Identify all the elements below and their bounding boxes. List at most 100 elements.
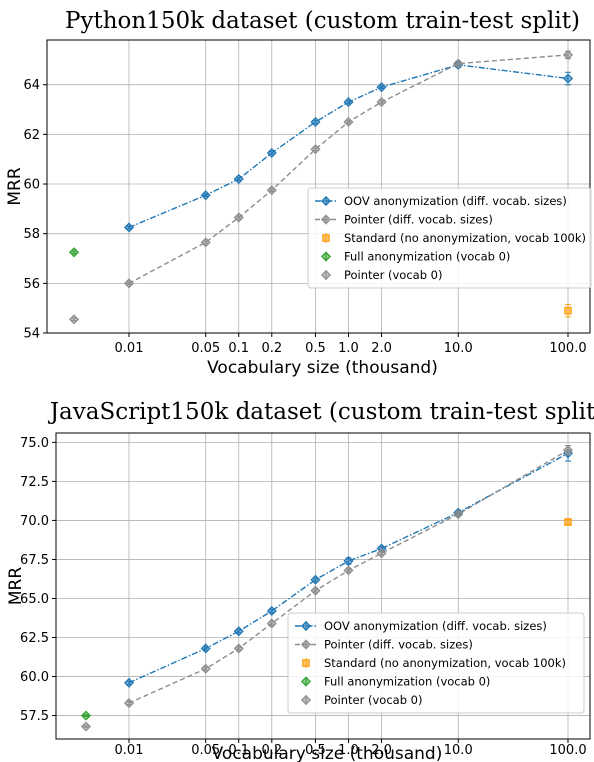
data-point [453,58,464,69]
data-point [310,144,321,155]
data-point [562,445,574,456]
plot-frame [46,39,591,334]
data-point [123,222,135,233]
series-pointer0 [80,721,92,732]
legend-item-oov: OOV anonymization (diff. vocab. sizes) [295,619,547,633]
data-point [266,147,277,159]
series-line [128,54,569,284]
x-tick-label: 2.0 [371,341,392,356]
legend: OOV anonymization (diff. vocab. sizes) Po… [307,187,592,289]
x-axis-label: Vocabulary size (thousand) [207,358,438,378]
data-point [233,626,244,637]
data-point [233,212,244,223]
y-axis-label: MRR [6,567,26,605]
legend-item-standard: Standard (no anonymization, vocab 100k) [302,656,566,670]
data-point [123,278,135,289]
legend-label: Standard (no anonymization, vocab 100k) [324,656,566,670]
x-tick-label: 1.0 [338,743,359,758]
legend-item-full: Full anonymization (vocab 0) [320,250,510,264]
legend-label: OOV anonymization (diff. vocab. sizes) [344,194,567,208]
legend-label: OOV anonymization (diff. vocab. sizes) [324,619,547,633]
data-point [68,314,80,325]
y-tick-label: 67.5 [20,553,49,568]
series-standard [564,518,572,526]
legend-item-oov: OOV anonymization (diff. vocab. sizes) [315,194,567,208]
data-point [343,565,354,576]
legend: OOV anonymization (diff. vocab. sizes) Po… [287,612,585,714]
y-tick-label: 58 [23,227,40,242]
legend-marker [300,639,312,650]
series-full [80,710,92,721]
legend-item-pointer0: Pointer (vocab 0) [320,268,442,282]
legend-label: Pointer (diff. vocab. sizes) [324,638,473,652]
javascript150k-chart: JavaScript150k dataset (custom train-tes… [0,381,594,762]
legend-label: Pointer (diff. vocab. sizes) [344,213,493,227]
data-point [266,618,277,629]
series-line [128,452,569,684]
legend-box [307,187,592,289]
y-axis-label: MRR [5,167,25,205]
legend-item-pointer: Pointer (diff. vocab. sizes) [295,638,473,652]
data-point [310,585,321,596]
y-tick-label: 60 [23,178,40,193]
data-point [200,237,211,248]
data-point [343,97,354,108]
data-point [123,677,135,688]
plot-frame [55,432,591,740]
data-point [200,663,211,674]
data-point [343,555,354,567]
x-tick-label: 0.05 [191,743,220,758]
x-tick-label: 0.2 [261,341,282,356]
data-point [453,509,464,520]
x-tick-label: 0.01 [115,743,144,758]
data-point [376,548,387,559]
legend-item-pointer: Pointer (diff. vocab. sizes) [315,213,493,227]
series-pointer [123,49,574,289]
legend-item-full: Full anonymization (vocab 0) [300,675,490,689]
series-standard [564,303,572,318]
chart-title: JavaScript150k dataset (custom train-tes… [48,399,594,425]
legend-marker [300,676,312,687]
legend-marker [320,214,332,225]
legend-label: Pointer (vocab 0) [324,693,422,707]
x-tick-label: 0.5 [305,743,326,758]
x-tick-label: 0.5 [305,341,326,356]
series-full [68,247,80,258]
x-tick-label: 100.0 [549,743,586,758]
javascript150k-plot: JavaScript150k dataset (custom train-tes… [6,399,594,762]
x-tick-label: 2.0 [371,743,392,758]
data-point [376,82,387,93]
legend-marker [302,659,310,667]
x-tick-label: 0.2 [261,743,282,758]
legend-marker [320,195,332,207]
data-point [266,185,277,196]
legend-item-pointer0: Pointer (vocab 0) [300,693,422,707]
data-point [80,710,92,721]
y-tick-label: 62.5 [20,631,49,646]
python150k-plot: Python150k dataset (custom train-test sp… [5,8,592,378]
legend-label: Standard (no anonymization, vocab 100k) [344,231,586,245]
y-tick-label: 60.0 [20,670,49,685]
data-point [310,574,321,585]
data-point [562,73,574,84]
data-point [266,605,277,617]
data-point [562,49,574,60]
x-tick-label: 0.05 [191,341,220,356]
data-point [200,190,211,201]
x-tick-label: 100.0 [549,341,586,356]
legend-marker [322,234,330,242]
data-point [233,174,244,185]
x-tick-label: 0.1 [228,341,249,356]
legend-label: Full anonymization (vocab 0) [324,675,490,689]
y-tick-label: 56 [23,277,40,292]
series-pointer0 [68,314,80,325]
data-point [200,643,211,654]
x-tick-label: 0.01 [115,341,144,356]
x-axis-label: Vocabulary size (thousand) [212,744,443,762]
chart-title: Python150k dataset (custom train-test sp… [65,8,580,34]
data-point [564,518,572,526]
data-point [68,247,80,258]
y-tick-label: 57.5 [20,709,49,724]
legend-marker [300,694,312,706]
legend-marker [300,620,312,632]
